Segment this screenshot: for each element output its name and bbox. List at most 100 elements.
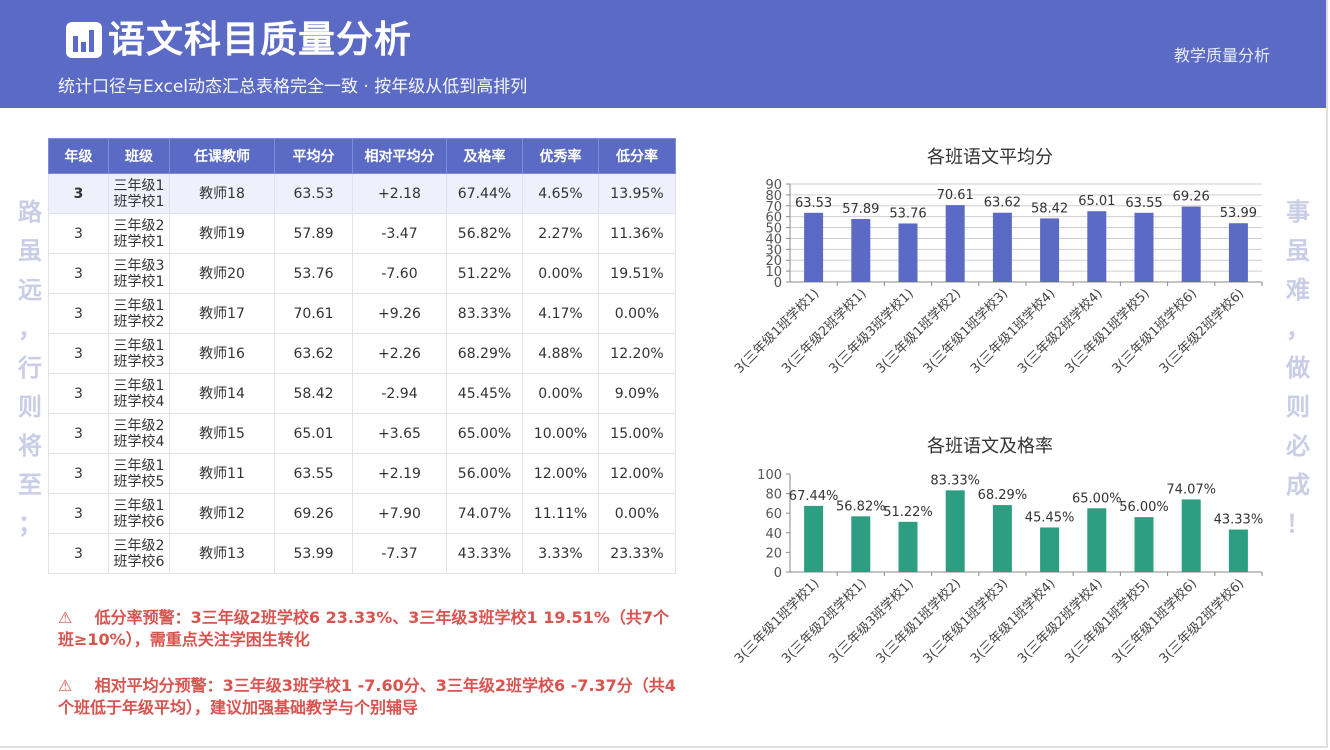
class-name-line2: 班学校1 [113, 193, 165, 210]
grade-cell: 3 [48, 493, 109, 534]
class-name-line2: 班学校1 [113, 233, 165, 250]
column-header: 年级 [48, 138, 109, 174]
low-rate-cell: 12.00% [598, 453, 676, 494]
table-row: 3 三年级3 班学校1 教师20 53.76 -7.60 51.22% 0.00% 19.51% [48, 253, 676, 294]
bar [1181, 499, 1201, 572]
relative-avg-cell: +2.19 [352, 453, 447, 494]
teacher-cell: 教师20 [169, 253, 275, 294]
class-cell: 三年级1 班学校3 [108, 333, 170, 374]
x-tick-label: 3(三年级1班学校4) [967, 576, 1058, 667]
side-quote-char: ， [18, 315, 42, 343]
side-quote-char: ！ [1286, 510, 1310, 538]
class-name-line2: 班学校4 [113, 433, 165, 450]
grade-cell: 3 [48, 453, 109, 494]
table-row: 3 三年级2 班学校1 教师19 57.89 -3.47 56.82% 2.27% 11.36% [48, 213, 676, 254]
data-label: 43.33% [1214, 513, 1264, 528]
excellent-rate-cell: 2.27% [522, 213, 599, 254]
table-header-row: 年级 班级 任课教师 平均分 相对平均分 及格率 优秀率 低分率 [48, 138, 676, 174]
class-name-line2: 班学校3 [113, 353, 165, 370]
bar [898, 223, 918, 282]
low-rate-cell: 11.36% [598, 213, 676, 254]
side-quote-char: ， [1286, 315, 1310, 343]
y-tick-label: 0 [774, 566, 782, 581]
side-quote-char: 事 [1286, 198, 1310, 226]
bar [1228, 223, 1248, 282]
header-right-label: 教学质量分析 [1173, 46, 1270, 65]
data-label: 51.22% [883, 505, 933, 520]
class-name-line1: 三年级1 [113, 337, 165, 354]
column-header: 班级 [108, 138, 170, 174]
page-subtitle: 统计口径与Excel动态汇总表格完全一致 · 按年级从低到高排列 [58, 77, 528, 97]
x-tick-label: 3(三年级1班学校5) [1062, 576, 1153, 667]
side-quote-char: 则 [1286, 393, 1310, 421]
y-tick-label: 20 [765, 254, 782, 269]
relative-avg-cell: +9.26 [352, 293, 447, 334]
class-name-line1: 三年级1 [113, 297, 165, 314]
y-tick-label: 50 [765, 222, 782, 237]
class-name-line1: 三年级2 [113, 537, 165, 554]
relative-avg-cell: +7.90 [352, 493, 447, 534]
column-header: 任课教师 [169, 138, 275, 174]
relative-avg-cell: -3.47 [352, 213, 447, 254]
pass-rate-cell: 56.00% [446, 453, 523, 494]
x-tick-label: 3(三年级1班学校4) [967, 286, 1058, 377]
table-row: 3 三年级1 班学校6 教师12 69.26 +7.90 74.07% 11.11% 0.00% [48, 493, 676, 534]
grade-cell: 3 [48, 333, 109, 374]
class-cell: 三年级1 班学校6 [108, 493, 170, 534]
low-rate-cell: 15.00% [598, 413, 676, 454]
data-label: 63.55 [1125, 196, 1162, 211]
excellent-rate-cell: 0.00% [522, 253, 599, 294]
data-label: 68.29% [978, 488, 1028, 503]
avg-score-cell: 63.55 [274, 453, 353, 494]
teacher-cell: 教师12 [169, 493, 275, 534]
side-quote-char: 远 [18, 276, 42, 304]
data-label: 56.00% [1119, 500, 1169, 515]
grade-cell: 3 [48, 373, 109, 414]
x-tick-label: 3(三年级2班学校1) [778, 286, 869, 377]
teacher-cell: 教师11 [169, 453, 275, 494]
bar [1087, 211, 1107, 282]
class-cell: 三年级2 班学校6 [108, 533, 170, 574]
x-tick-label: 3(三年级1班学校6) [1109, 286, 1200, 377]
avg-score-cell: 63.62 [274, 333, 353, 374]
low-rate-warning-text: 低分率预警：3三年级2班学校6 23.33%、3三年级3班学校1 19.51%（… [58, 608, 669, 649]
relative-avg-cell: +3.65 [352, 413, 447, 454]
bar [992, 212, 1012, 282]
avg-score-cell: 58.42 [274, 373, 353, 414]
data-label: 56.82% [836, 499, 886, 514]
y-tick-label: 10 [765, 265, 782, 280]
teacher-cell: 教师18 [169, 173, 275, 214]
column-header: 及格率 [446, 138, 523, 174]
side-quote-char: 将 [18, 432, 42, 460]
x-tick-label: 3(三年级1班学校5) [1062, 286, 1153, 377]
y-tick-label: 80 [765, 488, 782, 503]
data-label: 53.76 [889, 206, 926, 221]
page-title: 语文科目质量分析 [64, 18, 412, 62]
class-cell: 三年级3 班学校1 [108, 253, 170, 294]
excellent-rate-cell: 4.17% [522, 293, 599, 334]
grade-cell: 3 [48, 413, 109, 454]
x-tick-label: 3(三年级2班学校4) [1014, 286, 1105, 377]
pass-rate-cell: 65.00% [446, 413, 523, 454]
data-label: 63.62 [984, 196, 1021, 211]
bar [1134, 212, 1154, 282]
excellent-rate-cell: 11.11% [522, 493, 599, 534]
class-name-line2: 班学校4 [113, 393, 165, 410]
class-cell: 三年级1 班学校1 [108, 173, 170, 214]
grade-cell: 3 [48, 253, 109, 294]
bar [1087, 508, 1107, 572]
y-tick-label: 60 [765, 507, 782, 522]
pass-rate-cell: 74.07% [446, 493, 523, 534]
class-name-line1: 三年级1 [113, 177, 165, 194]
data-label: 58.42 [1031, 201, 1068, 216]
pass-rate-cell: 68.29% [446, 333, 523, 374]
warning-icon: ⚠ [58, 676, 73, 695]
table-row: 3 三年级1 班学校4 教师14 58.42 -2.94 45.45% 0.00% 9.09% [48, 373, 676, 414]
column-header: 相对平均分 [352, 138, 447, 174]
side-quote-char: 做 [1286, 354, 1310, 382]
excellent-rate-cell: 12.00% [522, 453, 599, 494]
y-tick-label: 90 [765, 178, 782, 193]
excellent-rate-cell: 10.00% [522, 413, 599, 454]
bar-chart-icon [66, 22, 102, 58]
side-quote-char: 行 [18, 354, 42, 382]
